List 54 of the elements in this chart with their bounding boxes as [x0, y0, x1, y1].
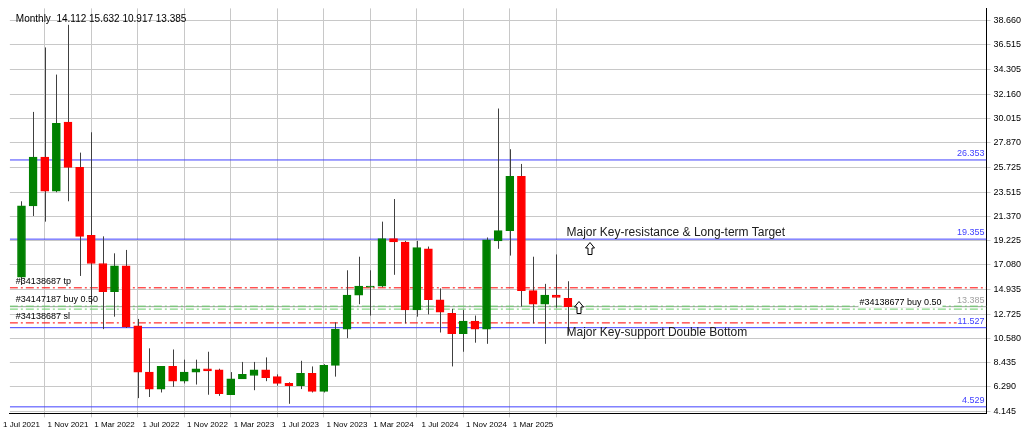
x-tick-label: 1 Jul 2024	[421, 420, 460, 430]
ref-line-label: 13.385	[956, 294, 985, 305]
candlestick	[540, 283, 549, 345]
y-tick-label: 25.725	[993, 161, 1021, 172]
candlestick	[261, 356, 270, 382]
candlestick	[226, 371, 236, 396]
text: Monthly 14.112 15.632 10.917 13.385	[15, 13, 187, 25]
candlestick	[179, 359, 189, 384]
y-tick-label: 14.935	[993, 283, 1021, 294]
x-tick-label: 1 Nov 2023	[326, 420, 369, 430]
y-tick-label: 4.145	[993, 405, 1016, 416]
candlestick	[307, 365, 317, 393]
x-tick-label: 1 Jul 2023	[282, 420, 320, 430]
candlestick	[296, 360, 305, 390]
x-tick-label: 1 Mar 2022	[94, 420, 136, 430]
candlestick	[284, 381, 294, 405]
ref-line-label: 19.355	[956, 227, 985, 238]
y-tick-label: 10.580	[993, 332, 1021, 343]
candlestick	[168, 348, 177, 388]
y-tick-label: 34.305	[993, 64, 1021, 75]
candlestick	[365, 269, 375, 317]
x-tick-label: 1 Mar 2023	[233, 420, 275, 430]
y-tick-label: 21.370	[993, 210, 1021, 221]
y-tick-label: 32.160	[993, 88, 1021, 99]
ref-line-label: 26.353	[956, 147, 985, 158]
ref-line-label: #34138677 buy 0.50	[859, 297, 942, 308]
candlestick	[354, 256, 363, 305]
ref-line-label: 11.527	[957, 315, 985, 326]
ref-line-label: 4.529	[961, 394, 985, 405]
candlestick	[493, 108, 503, 250]
y-tick-label: 38.660	[993, 15, 1021, 26]
x-tick-label: 1 Nov 2022	[187, 420, 229, 430]
y-tick-label: 23.515	[993, 186, 1021, 197]
x-tick-label: 1 Jul 2021	[3, 420, 41, 430]
y-tick-label: 12.725	[993, 308, 1021, 319]
y-tick-label: 27.870	[993, 137, 1021, 148]
candlestick	[458, 309, 468, 353]
ref-line-label: #34138687 sl	[15, 310, 70, 321]
x-tick-label: 1 Mar 2024	[373, 420, 415, 430]
y-tick-label: 8.435	[993, 357, 1016, 368]
candlestick	[145, 347, 154, 398]
candlestick	[203, 351, 212, 396]
x-tick-label: 1 Mar 2025	[512, 420, 554, 430]
annotation: Major Key-resistance & Long-term Target	[566, 225, 786, 240]
y-tick-label: 36.515	[993, 39, 1021, 50]
x-tick-label: 1 Nov 2024	[466, 420, 508, 430]
x-tick-label: 1 Nov 2021	[47, 420, 89, 430]
y-tick-label: 17.080	[993, 259, 1021, 270]
y-tick-label: 30.015	[993, 113, 1021, 124]
y-tick-label: 19.225	[993, 235, 1021, 246]
candlestick	[389, 198, 398, 276]
annotation: Major Key-support Double Bottom	[566, 324, 748, 339]
x-tick-label: 1 Jul 2022	[142, 420, 181, 430]
y-tick-label: 6.290	[993, 381, 1016, 392]
